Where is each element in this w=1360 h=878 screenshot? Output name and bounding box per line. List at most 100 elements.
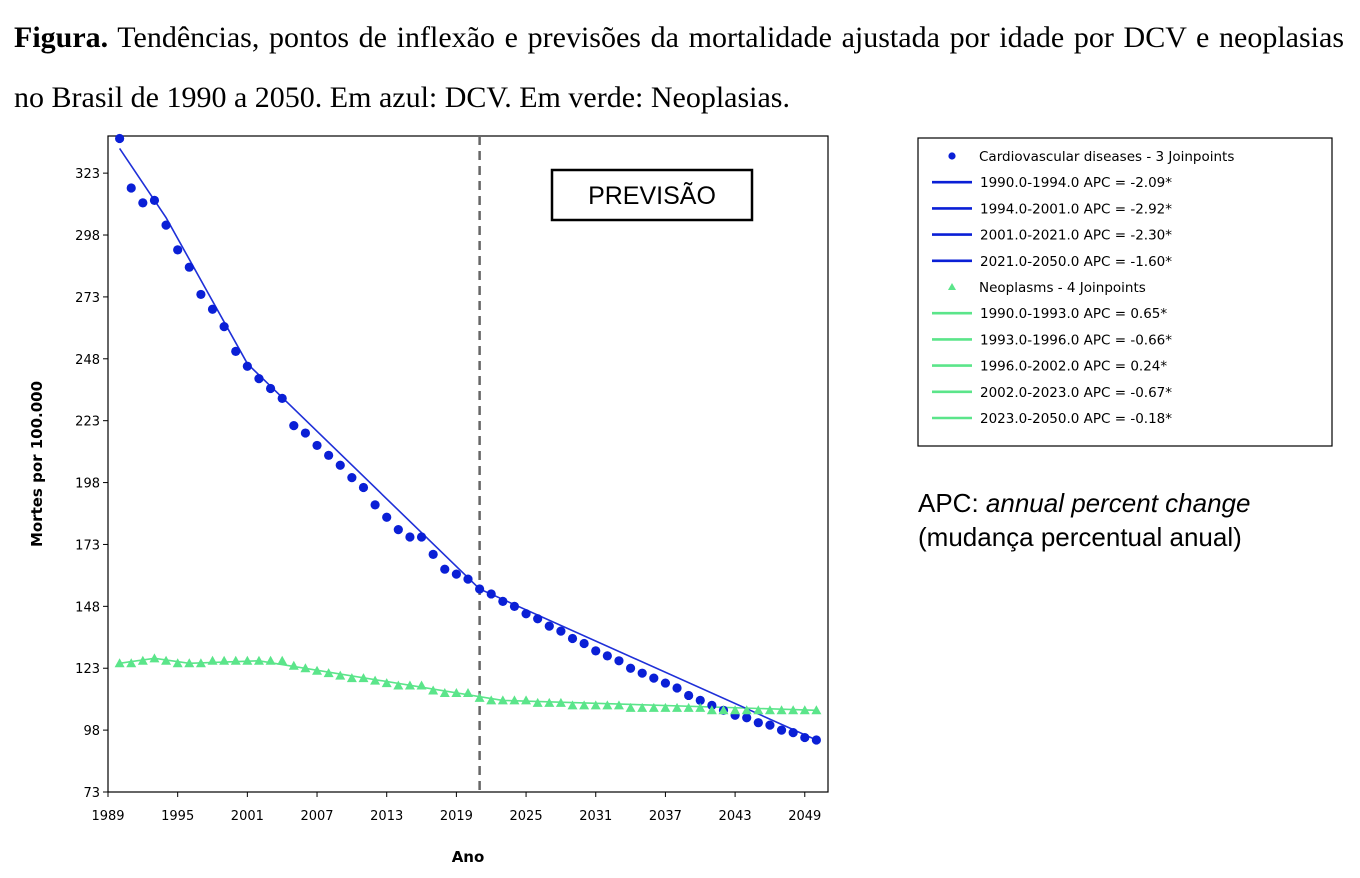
y-tick-label: 73 [83, 786, 100, 801]
cvd-point [277, 393, 287, 403]
cvd-point [254, 373, 264, 384]
legend-label: 2001.0-2021.0 APC = -2.30* [980, 228, 1172, 244]
forecast-box [550, 168, 754, 222]
cvd-point [742, 713, 752, 723]
legend-label: 1996.0-2002.0 APC = 0.24* [980, 359, 1167, 375]
caption-text: Tendências, pontos de inflexão e previsõ… [14, 21, 1344, 114]
neo-point [497, 695, 508, 705]
cvd-point [684, 690, 694, 701]
x-tick-label: 2031 [579, 809, 612, 824]
neo-point [799, 705, 810, 715]
cvd-point [776, 725, 787, 735]
neo-point [137, 655, 148, 665]
cvd-point [382, 512, 392, 522]
neo-point [312, 665, 323, 675]
cvd-point [556, 626, 566, 636]
neo-point [195, 658, 206, 668]
neo-point [753, 705, 764, 715]
neo-point [381, 678, 392, 688]
cvd-point [149, 195, 160, 205]
legend-label: 2023.0-2050.0 APC = -0.18* [980, 411, 1172, 427]
cvd-point [451, 569, 461, 579]
neo-point [463, 687, 473, 697]
cvd-point [370, 500, 380, 510]
y-tick-label: 223 [75, 415, 100, 430]
legend-label: 1993.0-1996.0 APC = -0.66* [980, 332, 1172, 348]
neo-point [219, 655, 230, 665]
cvd-point [649, 673, 659, 683]
x-tick-label: 2007 [300, 809, 333, 824]
cvd-point [173, 245, 183, 255]
cvd-point [358, 482, 369, 493]
neo-point [532, 697, 543, 707]
neo-point [265, 655, 276, 665]
apc-note-line2: (mudança percentual anual) [918, 522, 1242, 552]
x-tick-label: 2013 [370, 809, 403, 824]
caption-label: Figura. [14, 21, 109, 54]
neo-point [683, 702, 694, 712]
neo-point [184, 658, 195, 668]
neo-point [695, 702, 706, 712]
apc-note-prefix: APC: [918, 488, 986, 518]
neo-point [706, 705, 717, 715]
neo-point [416, 680, 427, 690]
cvd-point [498, 596, 508, 606]
y-tick-label: 323 [75, 167, 100, 182]
neo-point [672, 702, 683, 712]
cvd-point [521, 609, 531, 619]
neo-point [509, 695, 520, 705]
figure-caption: Figura. Tendências, pontos de inflexão e… [14, 8, 1344, 128]
neo-point [346, 673, 357, 683]
cvd-point [335, 460, 345, 470]
x-axis-label: Ano [452, 848, 485, 866]
neo-point [579, 700, 590, 710]
neo-point [474, 692, 485, 702]
neo-point [521, 695, 532, 705]
neo-point [741, 705, 752, 715]
legend-box [917, 137, 1333, 447]
cvd-point [463, 574, 473, 584]
x-tick-label: 2043 [719, 809, 752, 824]
cvd-point [184, 262, 194, 272]
cvd-point [637, 668, 647, 678]
cvd-point [672, 683, 682, 693]
neo-point [207, 655, 218, 665]
neo-point [126, 658, 137, 668]
cvd-point [475, 584, 485, 594]
cvd-point [115, 133, 125, 144]
neo-point [451, 687, 462, 697]
neo-point [776, 705, 787, 715]
legend-label: Neoplasms - 4 Joinpoints [979, 280, 1146, 296]
legend-neo-marker [948, 283, 956, 290]
cvd-point [533, 614, 543, 624]
cvd-point [416, 532, 427, 542]
x-tick-label: 1989 [91, 809, 124, 824]
neo-point [335, 670, 346, 680]
cvd-fit-line [118, 147, 817, 741]
cvd-point [579, 638, 589, 649]
cvd-point [347, 473, 357, 483]
neo-point [486, 695, 497, 705]
neo-point [242, 655, 253, 665]
cvd-point [591, 646, 601, 656]
cvd-point [207, 304, 218, 314]
neo-point [811, 705, 822, 715]
cvd-point [614, 656, 624, 666]
cvd-point [567, 633, 578, 644]
neo-point [230, 655, 241, 665]
neo-point [253, 655, 264, 665]
cvd-point [161, 220, 171, 230]
cvd-point [289, 421, 299, 431]
y-tick-label: 173 [75, 538, 100, 553]
neo-point [172, 658, 183, 668]
cvd-point [800, 732, 810, 743]
cvd-point [440, 564, 450, 574]
cvd-point [544, 621, 554, 631]
neo-point [300, 663, 311, 673]
neo-point [358, 673, 369, 683]
legend-label: Cardiovascular diseases - 3 Joinpoints [979, 149, 1234, 165]
cvd-point [219, 322, 229, 332]
neo-point [590, 700, 601, 710]
cvd-point [265, 383, 276, 394]
